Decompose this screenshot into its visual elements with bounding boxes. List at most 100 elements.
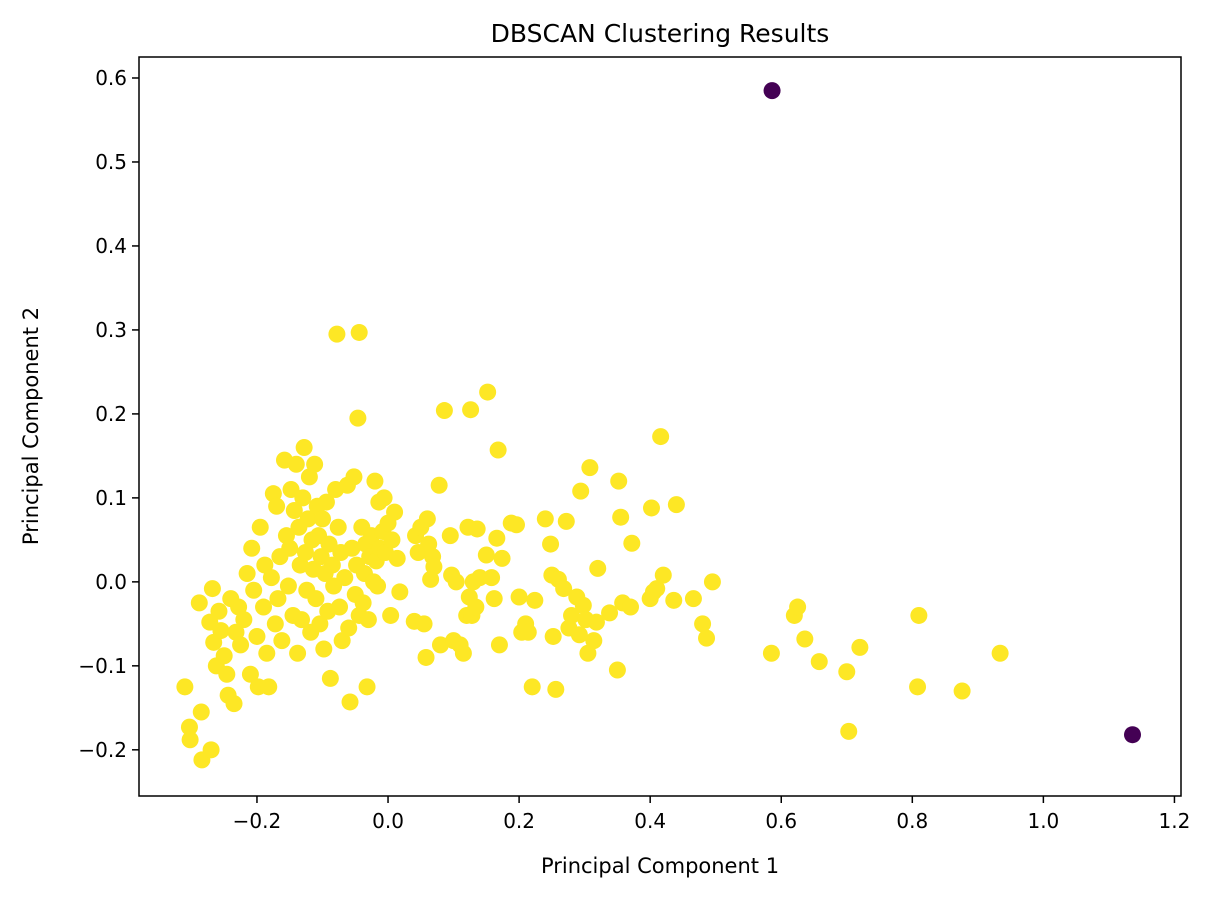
cluster-point xyxy=(212,622,230,640)
cluster-point xyxy=(345,468,363,486)
cluster-point xyxy=(623,534,641,552)
cluster-point xyxy=(810,653,828,671)
cluster-point xyxy=(684,590,702,608)
x-tick-label: 1.2 xyxy=(1159,809,1191,833)
x-tick-label: 0.4 xyxy=(634,809,666,833)
cluster-point xyxy=(840,722,858,740)
cluster-point xyxy=(293,611,311,629)
cluster-point xyxy=(490,636,508,654)
cluster-point xyxy=(536,510,554,528)
cluster-point xyxy=(366,472,384,490)
cluster-point xyxy=(425,558,443,576)
cluster-point xyxy=(315,640,333,658)
cluster-point xyxy=(282,480,300,498)
cluster-point xyxy=(294,489,312,507)
cluster-point xyxy=(266,615,284,633)
cluster-point xyxy=(572,482,590,500)
x-tick-label: −0.2 xyxy=(233,809,282,833)
cluster-point xyxy=(581,459,599,477)
cluster-point xyxy=(574,596,592,614)
cluster-point xyxy=(341,693,359,711)
cluster-point xyxy=(523,678,541,696)
cluster-point xyxy=(232,636,250,654)
cluster-point xyxy=(328,325,346,343)
cluster-point xyxy=(354,594,372,612)
cluster-point xyxy=(299,510,317,528)
cluster-point xyxy=(547,680,565,698)
y-axis-label: Principal Component 2 xyxy=(19,307,43,545)
cluster-point xyxy=(268,497,286,515)
cluster-point xyxy=(654,566,672,584)
cluster-point xyxy=(851,638,869,656)
cluster-point xyxy=(382,606,400,624)
cluster-point xyxy=(203,580,221,598)
cluster-point xyxy=(526,591,544,609)
cluster-point xyxy=(311,615,329,633)
cluster-point xyxy=(544,627,562,645)
cluster-point xyxy=(557,512,575,530)
cluster-point xyxy=(218,665,236,683)
cluster-point xyxy=(703,573,721,591)
y-tick-label: 0.1 xyxy=(95,486,127,510)
cluster-point xyxy=(238,564,256,582)
x-tick-label: 0.0 xyxy=(372,809,404,833)
cluster-point xyxy=(358,678,376,696)
cluster-point xyxy=(383,531,401,549)
y-tick-label: 0.3 xyxy=(95,318,127,342)
cluster-point xyxy=(665,591,683,609)
cluster-point xyxy=(256,556,274,574)
cluster-point xyxy=(391,583,409,601)
cluster-point xyxy=(417,648,435,666)
cluster-point xyxy=(306,455,324,473)
chart-title: DBSCAN Clustering Results xyxy=(491,19,830,48)
cluster-point xyxy=(415,615,433,633)
cluster-point xyxy=(281,539,299,557)
cluster-point xyxy=(255,598,273,616)
cluster-point xyxy=(622,598,640,616)
cluster-point xyxy=(510,588,528,606)
cluster-point xyxy=(909,678,927,696)
y-tick-label: 0.6 xyxy=(95,66,127,90)
cluster-point xyxy=(241,665,259,683)
cluster-point xyxy=(454,644,472,662)
cluster-point xyxy=(285,501,303,519)
cluster-point xyxy=(489,441,507,459)
cluster-point xyxy=(838,663,856,681)
cluster-point xyxy=(279,577,297,595)
cluster-point xyxy=(333,632,351,650)
cluster-point xyxy=(612,508,630,526)
cluster-point xyxy=(542,535,560,553)
cluster-point xyxy=(262,569,280,587)
cluster-point xyxy=(483,569,501,587)
cluster-point xyxy=(251,518,269,536)
cluster-point xyxy=(471,569,489,587)
x-tick-label: 0.6 xyxy=(765,809,797,833)
y-tick-label: 0.0 xyxy=(95,570,127,594)
cluster-point xyxy=(910,606,928,624)
cluster-point xyxy=(570,626,588,644)
cluster-point xyxy=(245,581,263,599)
cluster-point xyxy=(215,647,233,665)
cluster-point xyxy=(181,731,199,749)
cluster-point xyxy=(359,611,377,629)
cluster-point xyxy=(349,409,367,427)
cluster-point xyxy=(493,549,511,567)
cluster-point xyxy=(192,703,210,721)
cluster-point xyxy=(287,455,305,473)
cluster-point xyxy=(953,682,971,700)
y-tick-label: 0.4 xyxy=(95,234,127,258)
cluster-point xyxy=(248,627,266,645)
points-layer xyxy=(176,82,1142,769)
cluster-point xyxy=(340,619,358,637)
cluster-point xyxy=(321,669,339,687)
cluster-point xyxy=(180,718,198,736)
cluster-point xyxy=(313,510,331,528)
cluster-point xyxy=(258,644,276,662)
cluster-point xyxy=(441,527,459,545)
cluster-point xyxy=(320,535,338,553)
cluster-point xyxy=(610,472,628,490)
y-tick-label: −0.1 xyxy=(78,654,127,678)
cluster-point xyxy=(467,598,485,616)
